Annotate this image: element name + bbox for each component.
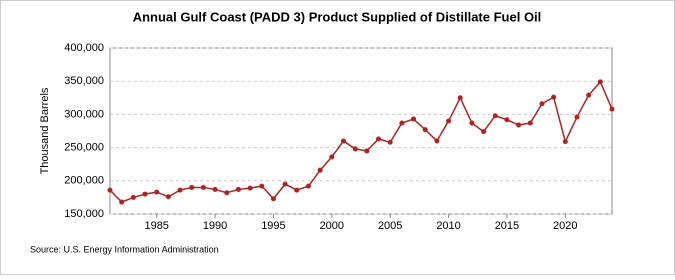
data-point — [200, 184, 206, 190]
data-point — [130, 194, 136, 200]
data-point — [609, 106, 615, 112]
data-point — [411, 116, 417, 122]
data-point — [142, 191, 148, 197]
data-point — [235, 186, 241, 192]
data-point — [597, 79, 603, 85]
y-tick-label: 200,000 — [64, 175, 104, 187]
data-point — [107, 187, 113, 193]
data-point — [481, 129, 487, 135]
plot-area — [109, 47, 613, 215]
chart-title: Annual Gulf Coast (PADD 3) Product Suppl… — [133, 9, 542, 24]
x-tick-label: 2000 — [320, 220, 344, 232]
data-point — [387, 139, 393, 145]
x-tick-label: 2005 — [378, 220, 402, 232]
data-point — [294, 187, 300, 193]
data-point — [364, 148, 370, 154]
data-point — [259, 183, 265, 189]
data-point — [492, 113, 498, 119]
x-tick-label: 1995 — [261, 220, 285, 232]
data-point — [340, 138, 346, 144]
y-tick-label: 300,000 — [64, 108, 104, 120]
source: Source: U.S. Energy Information Administ… — [30, 244, 219, 254]
data-point — [329, 154, 335, 160]
data-point — [574, 114, 580, 120]
data-point — [212, 186, 218, 192]
data-point — [282, 181, 288, 187]
x-tick-label: 2015 — [495, 220, 519, 232]
data-point — [527, 120, 533, 126]
data-point — [434, 138, 440, 144]
data-point — [539, 101, 545, 107]
y-tick-label: 150,000 — [64, 208, 104, 220]
data-point — [224, 190, 230, 196]
data-point — [177, 187, 183, 193]
data-point — [399, 120, 405, 126]
data-point — [446, 118, 452, 124]
data-point — [189, 184, 195, 190]
data-point — [376, 136, 382, 142]
data-point — [562, 139, 568, 145]
data-point — [422, 127, 428, 133]
y-axis-label: Thousand Barrels — [39, 87, 51, 174]
x-tick-label: 1990 — [203, 220, 227, 232]
data-point — [352, 146, 358, 152]
data-point — [586, 92, 592, 98]
data-point — [165, 194, 171, 200]
x-tick-label: 1985 — [144, 220, 168, 232]
data-point — [305, 183, 311, 189]
data-point — [317, 167, 323, 173]
x-tick-label: 2010 — [436, 220, 460, 232]
data-point — [504, 117, 510, 123]
y-tick-label: 350,000 — [64, 75, 104, 87]
data-point — [270, 196, 276, 202]
data-point — [119, 199, 125, 205]
data-point — [469, 120, 475, 126]
data-point — [551, 94, 557, 100]
data-point — [154, 189, 160, 195]
y-tick-label: 400,000 — [64, 42, 104, 54]
data-point — [457, 95, 463, 101]
data-point — [516, 122, 522, 128]
x-tick-label: 2020 — [553, 220, 577, 232]
y-tick-label: 250,000 — [64, 142, 104, 154]
data-point — [247, 185, 253, 191]
